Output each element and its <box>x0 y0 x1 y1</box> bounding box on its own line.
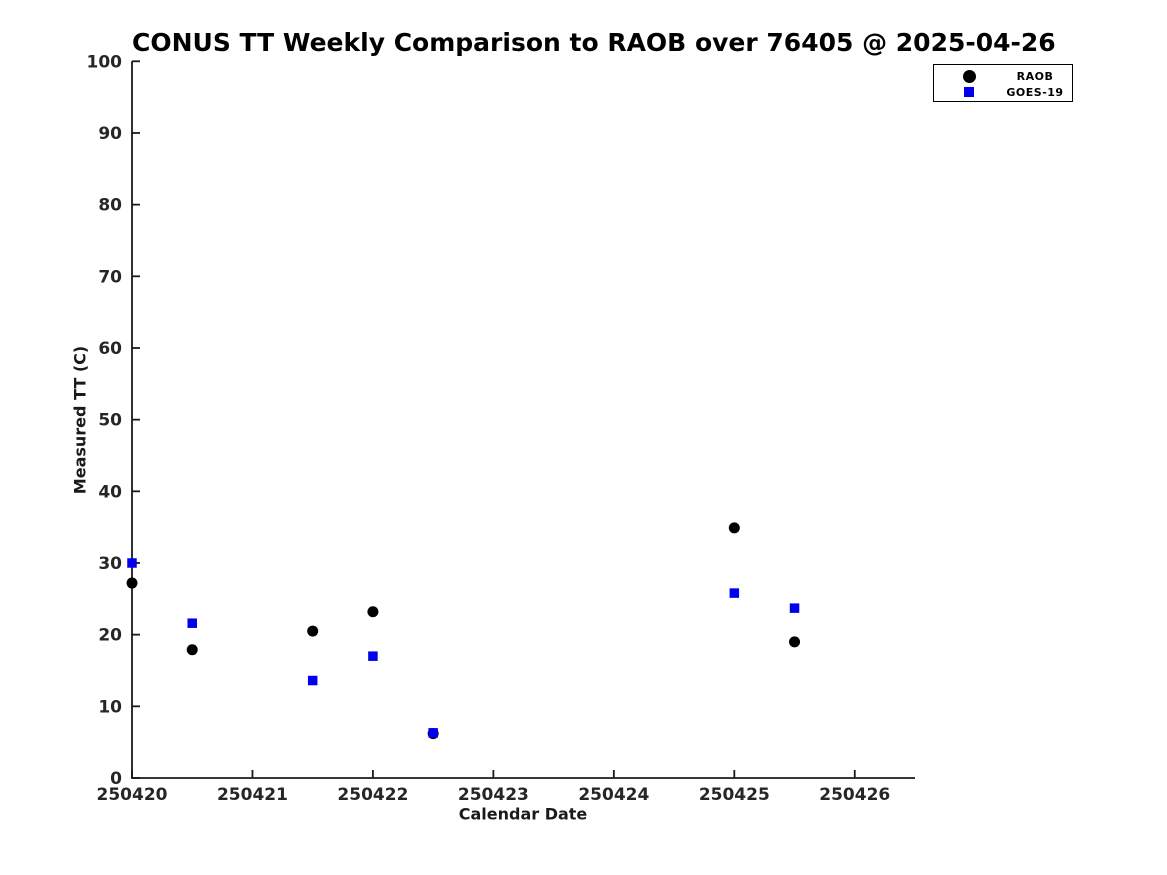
data-point-raob <box>728 522 740 534</box>
y-tick-label: 20 <box>98 626 122 646</box>
y-tick-label: 40 <box>98 482 122 502</box>
y-tick-label: 10 <box>98 697 122 717</box>
x-tick-label: 250422 <box>337 785 408 805</box>
legend-label-raob: RAOB <box>1016 69 1054 83</box>
data-point-goes19 <box>307 675 318 686</box>
y-tick-label: 60 <box>98 339 122 359</box>
x-tick-label: 250423 <box>458 785 529 805</box>
data-point-goes19 <box>127 558 137 568</box>
y-tick-label: 90 <box>98 124 122 144</box>
x-tick-label: 250424 <box>578 785 649 805</box>
legend-item-goes19: GOES-19 <box>934 84 1072 100</box>
data-point-raob <box>186 644 198 656</box>
y-tick-label: 30 <box>98 554 122 574</box>
y-tick-label: 80 <box>98 196 122 216</box>
legend-box: RAOB GOES-19 <box>933 64 1073 102</box>
data-point-raob <box>367 606 379 618</box>
x-axis-label: Calendar Date <box>458 804 588 824</box>
x-tick-label: 250420 <box>97 785 168 805</box>
data-point-goes19 <box>187 618 197 628</box>
legend-item-raob: RAOB <box>934 68 1072 84</box>
data-point-raob <box>789 636 801 648</box>
x-tick-label: 250421 <box>217 785 288 805</box>
data-point-goes19 <box>368 651 378 661</box>
y-tick-label: 0 <box>110 769 122 789</box>
legend-label-goes19: GOES-19 <box>1006 85 1064 99</box>
data-point-raob <box>126 577 138 589</box>
y-tick-label: 70 <box>98 267 122 287</box>
y-tick-label: 100 <box>87 52 123 72</box>
data-point-goes19 <box>729 588 740 598</box>
chart-title: CONUS TT Weekly Comparison to RAOB over … <box>132 28 1056 57</box>
y-tick-label: 50 <box>98 411 122 431</box>
x-tick-label: 250426 <box>819 785 890 805</box>
data-point-goes19 <box>428 728 438 738</box>
data-point-goes19 <box>789 603 800 613</box>
data-point-raob <box>307 625 319 637</box>
raob-circle-icon <box>962 69 976 83</box>
goes19-square-icon <box>964 87 974 97</box>
x-tick-label: 250425 <box>699 785 770 805</box>
